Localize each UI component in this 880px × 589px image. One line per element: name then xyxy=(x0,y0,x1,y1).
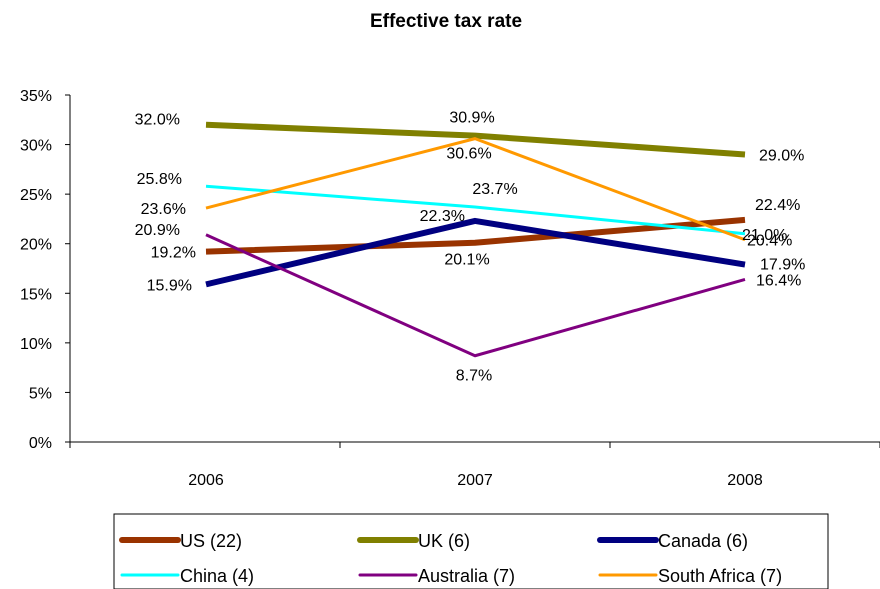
y-tick-label: 0% xyxy=(29,435,52,452)
legend: US (22) UK (6) Canada (6) China (4) Australi… xyxy=(113,513,829,589)
y-tick-label: 20% xyxy=(20,237,52,254)
series-line xyxy=(205,217,746,288)
legend-label: South Africa (7) xyxy=(658,566,782,586)
data-label: 22.4% xyxy=(755,197,800,214)
data-label: 30.6% xyxy=(446,146,491,163)
y-tick-label: 10% xyxy=(20,336,52,353)
data-label: 20.4% xyxy=(747,233,792,250)
data-label: 25.8% xyxy=(137,171,182,188)
y-tick-label: 35% xyxy=(20,88,52,105)
data-label: 15.9% xyxy=(147,277,192,294)
data-label: 17.9% xyxy=(760,257,805,274)
legend-label: Australia (7) xyxy=(418,566,515,586)
series-line xyxy=(205,216,746,255)
series-lines xyxy=(205,121,746,358)
series-line xyxy=(205,121,746,158)
chart-title: Effective tax rate xyxy=(370,11,522,32)
x-tick-label: 2006 xyxy=(188,472,224,489)
series-line xyxy=(205,184,746,236)
series-line xyxy=(205,137,746,242)
x-tick-label: 2007 xyxy=(457,472,493,489)
data-label: 21.0% xyxy=(742,227,787,244)
y-tick-label: 25% xyxy=(20,187,52,204)
series-line xyxy=(205,233,746,358)
legend-label: China (4) xyxy=(180,566,254,586)
axes: 0% 5% 10% 15% 20% 25% 30% 35% 2006 2007 2008 xyxy=(20,88,880,489)
y-tick-label: 30% xyxy=(20,138,52,155)
y-tick-label: 15% xyxy=(20,286,52,303)
legend-label: US (22) xyxy=(180,531,242,551)
data-label: 23.6% xyxy=(141,201,186,218)
x-tick-label: 2008 xyxy=(727,472,763,489)
data-label: 30.9% xyxy=(449,110,494,127)
legend-box xyxy=(113,513,829,589)
data-label: 29.0% xyxy=(759,147,804,164)
data-label: 20.9% xyxy=(135,222,180,239)
data-label: 19.2% xyxy=(151,245,196,262)
data-label: 22.3% xyxy=(420,208,465,225)
y-tick-label: 5% xyxy=(29,385,52,402)
legend-label: UK (6) xyxy=(418,531,470,551)
data-label: 23.7% xyxy=(472,181,517,198)
data-label: 32.0% xyxy=(135,112,180,129)
data-labels: 19.2% 20.1% 22.4% 32.0% 30.9% 29.0% 15.9% 22.3%… xyxy=(135,110,806,385)
legend-label: Canada (6) xyxy=(658,531,748,551)
data-label: 8.7% xyxy=(456,368,492,385)
data-label: 20.1% xyxy=(444,252,489,269)
data-label: 16.4% xyxy=(756,272,801,289)
